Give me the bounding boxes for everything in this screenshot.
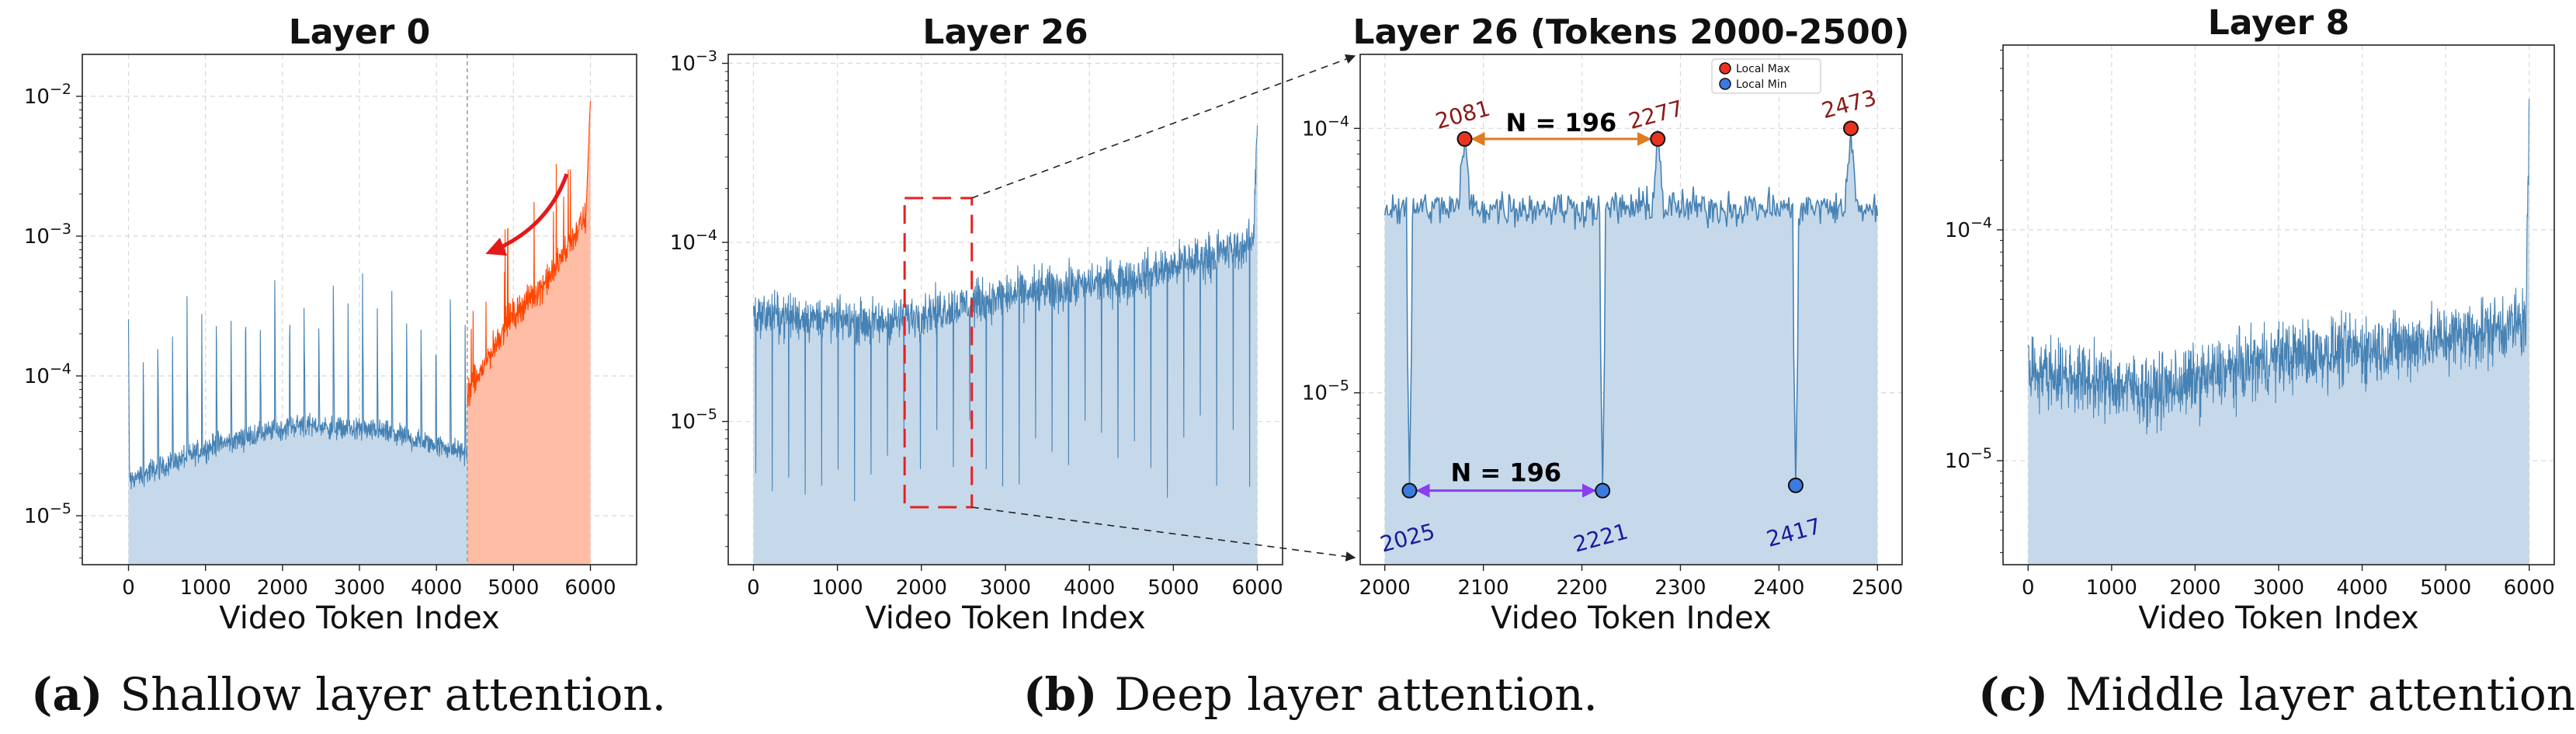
y-tick-label: 10−2: [24, 81, 71, 109]
x-tick-label: 2100: [1458, 576, 1509, 600]
x-tick-label: 2000: [257, 576, 308, 600]
local-min-point: [1787, 477, 1804, 493]
caption-c: (c) Middle layer attention.: [1978, 668, 2576, 721]
legend: Local Max Local Min: [1711, 58, 1821, 94]
caption-a: (a) Shallow layer attention.: [31, 668, 666, 721]
period-label-max: N = 196: [1506, 108, 1617, 137]
series-group: [2027, 99, 2530, 565]
y-tick-label: 10−4: [24, 360, 71, 388]
series-line: [2027, 99, 2530, 435]
x-tick-label: 3000: [980, 576, 1031, 600]
local-max-point: [1843, 120, 1859, 137]
caption-a-tag: (a): [31, 668, 103, 721]
local-max-point: [1650, 130, 1666, 147]
chart-panel-0: 0 1000 2000 3000 4000 5000 6000 10−5 10−4 10−3 10−…: [24, 12, 637, 636]
x-tick-label: 0: [122, 576, 135, 600]
y-tick-label: 10−3: [670, 48, 717, 76]
plot-frame: [1359, 54, 1903, 565]
series-line: [467, 100, 592, 407]
x-tick-label: 1000: [812, 576, 863, 600]
chart-title: Layer 26: [922, 12, 1088, 52]
local-min-point: [1595, 482, 1611, 499]
caption-a-text: Shallow layer attention.: [120, 668, 667, 721]
series-line: [752, 125, 1258, 502]
x-tick-label: 4000: [411, 576, 462, 600]
x-tick-label: 3000: [2253, 576, 2304, 600]
chart-title: Layer 26 (Tokens 2000-2500): [1352, 12, 1909, 52]
x-tick-label: 6000: [2504, 576, 2555, 600]
y-tick-label: 10−4: [670, 227, 717, 255]
local-max-label: 2473: [1819, 85, 1879, 123]
x-tick-label: 5000: [1147, 576, 1199, 600]
y-tick-label: 10−5: [1945, 445, 1992, 473]
y-tick-label: 10−5: [24, 500, 71, 528]
series-group: [752, 125, 1258, 565]
caption-b: (b) Deep layer attention.: [1023, 668, 1598, 721]
x-tick-label: 5000: [488, 576, 539, 600]
x-tick-label: 2000: [896, 576, 947, 600]
x-tick-label: 2300: [1654, 576, 1706, 600]
x-tick-label: 2500: [1852, 576, 1903, 600]
local-min-point: [1401, 482, 1418, 499]
series-fill: [467, 101, 591, 565]
legend-max-marker: [1719, 62, 1731, 75]
y-tick-label: 10−4: [1302, 113, 1349, 141]
chart-title: Layer 0: [289, 12, 431, 52]
x-tick-label: 4000: [1064, 576, 1115, 600]
legend-max-label: Local Max: [1736, 63, 1790, 75]
chart-panel-1: 0 1000 2000 3000 4000 5000 6000 10−5 10−4 10−3 Lay…: [670, 12, 1283, 636]
period-label-min: N = 196: [1450, 458, 1561, 488]
caption-b-text: Deep layer attention.: [1114, 668, 1598, 721]
zoom-box: [903, 197, 974, 509]
y-tick-label: 10−3: [24, 221, 71, 249]
chart-panel-2: 2000 2100 2200 2300 2400 2500 10−5 10−4 Layer 26…: [1302, 12, 1910, 636]
x-axis-label: Video Token Index: [1491, 600, 1771, 636]
x-axis-label: Video Token Index: [2138, 600, 2418, 636]
x-tick-label: 6000: [564, 576, 616, 600]
x-tick-label: 2200: [1556, 576, 1607, 600]
x-tick-label: 2000: [2169, 576, 2220, 600]
chart-title: Layer 8: [2208, 3, 2350, 43]
series-line: [1383, 127, 1879, 485]
x-tick-label: 3000: [334, 576, 385, 600]
zoom-connector-bottom: [971, 506, 1356, 562]
y-tick-label: 10−4: [1945, 214, 1992, 242]
x-tick-label: 5000: [2420, 576, 2471, 600]
y-tick-label: 10−5: [1302, 377, 1349, 405]
series-fill: [2028, 99, 2529, 565]
caption-c-tag: (c): [1978, 668, 2049, 721]
x-tick-label: 0: [747, 576, 760, 600]
x-axis-label: Video Token Index: [219, 600, 499, 636]
series-group: [1383, 127, 1879, 565]
series-fill: [128, 273, 467, 565]
legend-box: [1711, 58, 1821, 94]
zoom-connector-top: [971, 54, 1356, 199]
caption-c-text: Middle layer attention.: [2065, 668, 2576, 721]
chart-panel-3: 0 1000 2000 3000 4000 5000 6000 10−5 10−4 Layer 8…: [1945, 3, 2555, 636]
x-tick-label: 2000: [1359, 576, 1411, 600]
series-line: [127, 273, 468, 489]
x-tick-label: 1000: [2086, 576, 2137, 600]
caption-b-tag: (b): [1023, 668, 1098, 721]
x-tick-label: 6000: [1231, 576, 1283, 600]
local-max-point: [1456, 130, 1473, 147]
x-tick-label: 2400: [1753, 576, 1804, 600]
red-curved-arrow: [485, 173, 569, 256]
x-axis-label: Video Token Index: [865, 600, 1145, 636]
x-tick-label: 0: [2022, 576, 2035, 600]
series-fill: [753, 125, 1258, 565]
grid: [2003, 45, 2554, 565]
legend-min-marker: [1719, 78, 1731, 90]
x-tick-label: 1000: [180, 576, 231, 600]
series-group: [127, 100, 592, 565]
legend-min-label: Local Min: [1736, 78, 1787, 91]
y-tick-label: 10−5: [670, 406, 717, 434]
x-tick-label: 4000: [2336, 576, 2387, 600]
series-fill: [1384, 127, 1878, 565]
